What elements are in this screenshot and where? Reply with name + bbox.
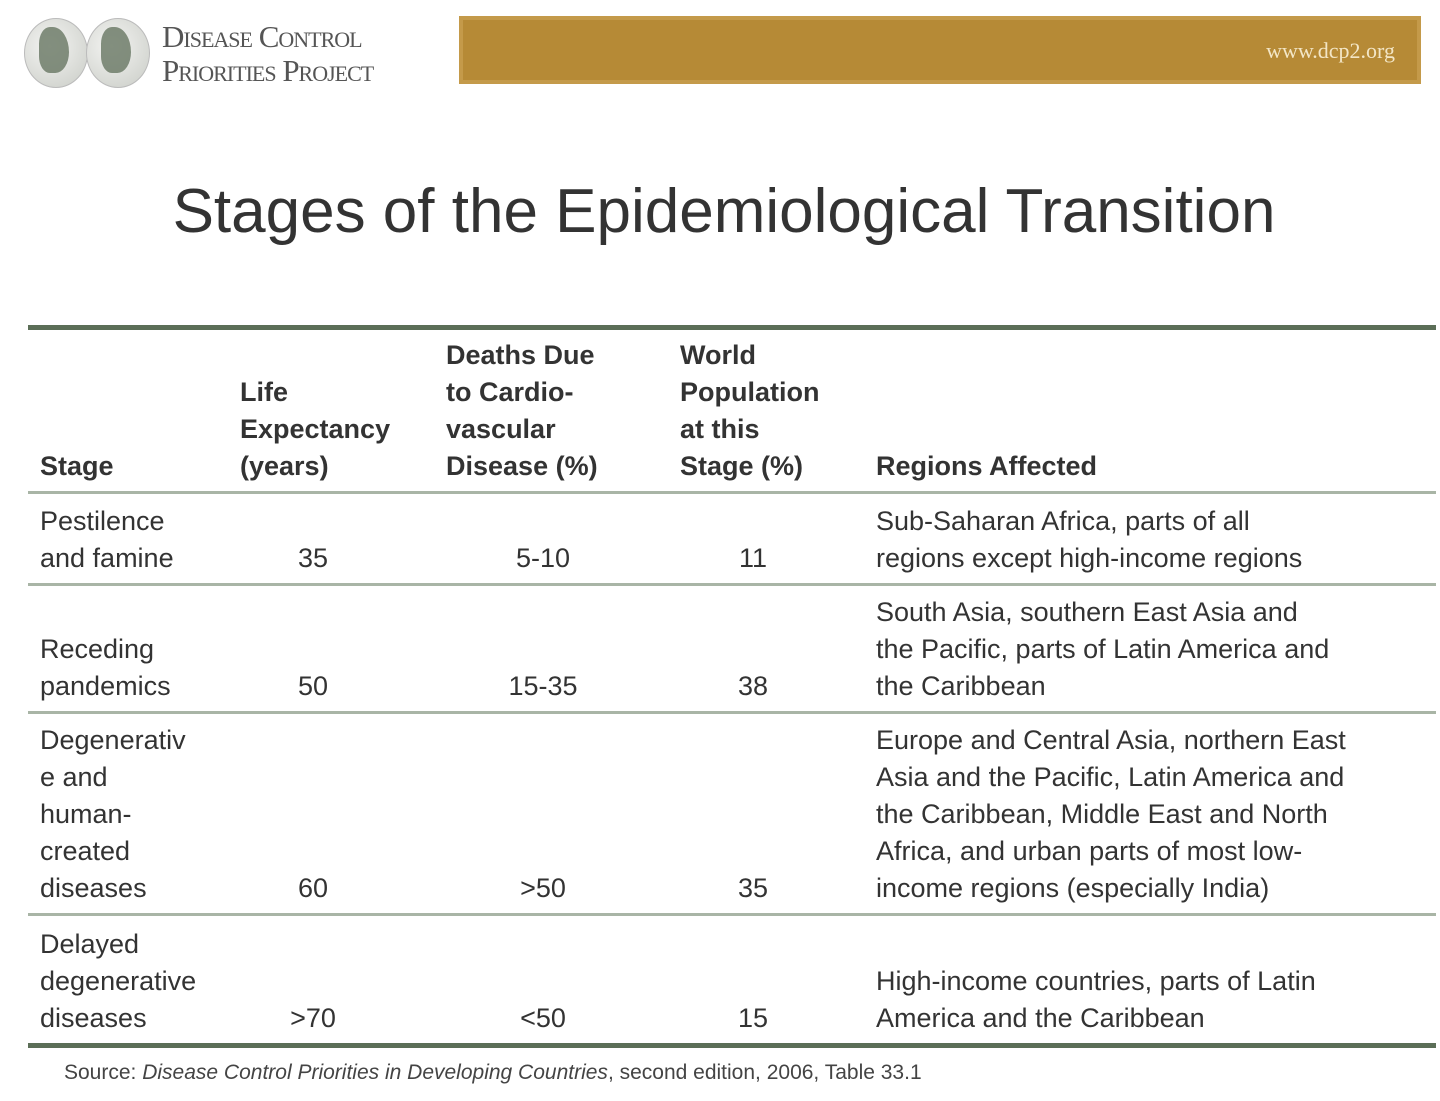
stage-cell: Pestilence and famine <box>40 506 174 573</box>
cvd-deaths-cell: 5-10 <box>515 543 571 573</box>
population-cell: 15 <box>737 1003 769 1033</box>
cvd-deaths-cell: >50 <box>520 873 566 903</box>
column-header-world-population: World Population at this Stage (%) <box>680 340 820 481</box>
table-row: Receding pandemics 50 15-35 38 South Asi… <box>28 585 1436 713</box>
column-header-life-expectancy: Life Expectancy (years) <box>240 377 391 481</box>
logo-text: Disease Control Priorities Project <box>162 19 374 88</box>
source-prefix: Source: <box>64 1061 143 1084</box>
dcpp-logo: Disease Control Priorities Project <box>24 14 444 90</box>
table-section: Stage Life Expectancy (years) Deaths Due… <box>28 325 1436 1086</box>
source-work-title: Disease Control Priorities in Developing… <box>142 1061 608 1084</box>
logo-line-1: Disease Control <box>162 19 363 54</box>
column-header-cvd-deaths: Deaths Due to Cardio- vascular Disease (… <box>446 340 598 481</box>
column-header-stage: Stage <box>40 451 114 481</box>
population-cell: 11 <box>738 543 768 573</box>
epidemiological-stages-table: Stage Life Expectancy (years) Deaths Due… <box>28 325 1436 1048</box>
page-title: Stages of the Epidemiological Transition <box>172 177 1276 246</box>
source-suffix: , second edition, 2006, Table 33.1 <box>607 1061 922 1084</box>
globe-icon <box>86 18 150 88</box>
cvd-deaths-cell: <50 <box>520 1003 566 1033</box>
column-header-regions: Regions Affected <box>876 451 1098 481</box>
stage-cell: Delayed degenerative diseases <box>40 929 197 1033</box>
regions-cell: High-income countries, parts of Latin Am… <box>876 966 1316 1033</box>
table-header-row: Stage Life Expectancy (years) Deaths Due… <box>28 328 1436 493</box>
regions-cell: Europe and Central Asia, northern East A… <box>876 725 1346 903</box>
stage-cell: Degenerativ e and human- created disease… <box>40 725 186 903</box>
stage-cell: Receding pandemics <box>40 634 171 701</box>
header-banner: www.dcp2.org <box>459 16 1421 84</box>
cvd-deaths-cell: 15-35 <box>508 671 578 701</box>
website-link[interactable]: www.dcp2.org <box>1266 38 1395 63</box>
table-row: Pestilence and famine 35 5-10 11 Sub-Sah… <box>28 493 1436 585</box>
life-expectancy-cell: 50 <box>297 671 329 701</box>
source-citation: Source: Disease Control Priorities in De… <box>64 1060 1436 1086</box>
life-expectancy-cell: 60 <box>297 873 329 903</box>
globe-icon <box>24 18 88 88</box>
regions-cell: Sub-Saharan Africa, parts of all regions… <box>876 506 1303 573</box>
logo-line-2: Priorities Project <box>162 53 374 88</box>
population-cell: 38 <box>737 671 769 701</box>
population-cell: 35 <box>737 873 769 903</box>
life-expectancy-cell: >70 <box>290 1003 336 1033</box>
life-expectancy-cell: 35 <box>297 543 329 573</box>
table-row: Delayed degenerative diseases >70 <50 15… <box>28 915 1436 1046</box>
regions-cell: South Asia, southern East Asia and the P… <box>876 597 1330 701</box>
table-row: Degenerativ e and human- created disease… <box>28 713 1436 915</box>
